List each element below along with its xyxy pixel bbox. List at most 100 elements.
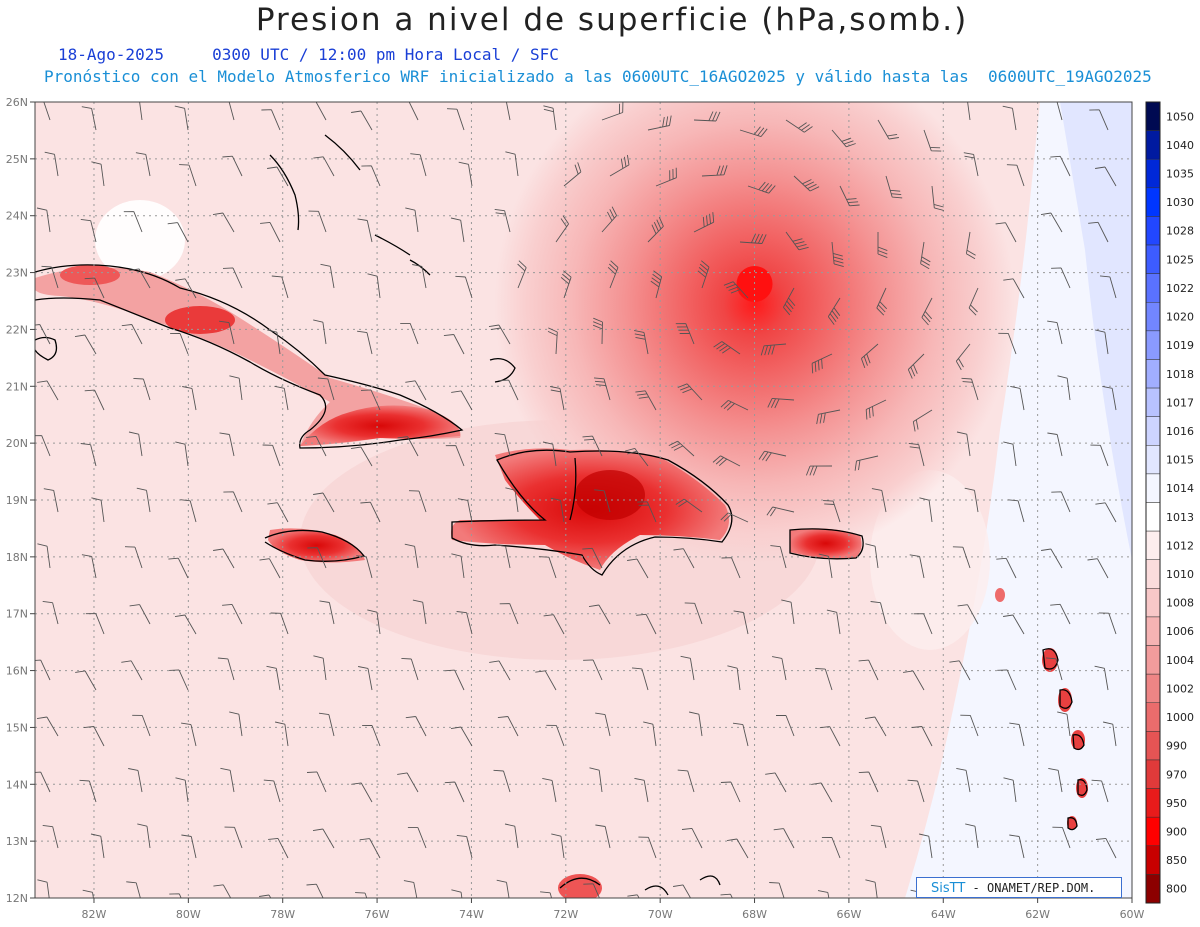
wind-barb	[594, 489, 611, 513]
lat-label: 13N	[6, 835, 28, 848]
wind-barb	[727, 665, 741, 691]
wind-barb	[827, 297, 841, 325]
wind-barb	[1095, 502, 1117, 523]
wind-barb	[267, 329, 281, 355]
wind-barb	[1052, 826, 1071, 849]
wind-barb	[560, 270, 572, 299]
wind-barb	[550, 386, 565, 411]
colorbar-label: 1013	[1166, 511, 1194, 524]
wind-barb	[909, 554, 925, 579]
wind-barb	[405, 716, 427, 737]
wind-barb	[965, 823, 979, 849]
wind-barb	[397, 436, 419, 457]
lon-label: 60W	[1120, 908, 1145, 921]
colorbar-swatch	[1145, 645, 1161, 675]
wind-barb	[403, 880, 418, 898]
colorbar-label: 1002	[1166, 682, 1194, 695]
wind-barb	[907, 779, 925, 803]
wind-barb	[320, 263, 335, 289]
wind-barb	[793, 175, 820, 192]
colorbar-swatch	[1145, 530, 1161, 560]
puerto-rico-patch	[790, 528, 862, 559]
colorbar-swatch	[1145, 673, 1161, 704]
wind-barb	[1010, 385, 1025, 411]
wind-barb	[308, 210, 327, 233]
wind-barb	[607, 260, 619, 289]
wind-barb	[267, 166, 289, 187]
wind-barb	[546, 724, 565, 747]
wind-barb	[82, 889, 94, 898]
wind-barb	[493, 769, 511, 793]
wind-barb	[1003, 777, 1017, 803]
wind-barb	[1041, 548, 1063, 569]
wind-barb	[84, 277, 105, 299]
wind-barb	[773, 828, 795, 849]
wind-barb	[995, 222, 1017, 243]
wind-barb	[132, 714, 151, 737]
wind-barb	[921, 297, 933, 326]
wind-barb	[1009, 834, 1025, 859]
colorbar-swatch	[1145, 559, 1161, 589]
wind-barb	[811, 782, 833, 803]
wind-barb	[357, 218, 373, 243]
high-pressure-field	[905, 102, 1132, 898]
wind-barb	[1006, 164, 1025, 187]
wind-barb	[1003, 278, 1025, 299]
wind-barb	[222, 267, 243, 289]
wind-barb	[583, 883, 600, 898]
wind-barb	[712, 455, 741, 467]
wind-barb	[444, 781, 465, 803]
wind-barb	[816, 409, 841, 425]
lon-label: 76W	[365, 908, 390, 921]
wind-barb	[229, 375, 243, 401]
wind-barb	[35, 659, 51, 681]
wind-barb	[263, 779, 281, 803]
colorbar-label: 950	[1166, 797, 1187, 810]
colorbar-swatch	[1145, 244, 1161, 274]
wind-barb	[222, 155, 243, 177]
lat-label: 12N	[6, 892, 28, 905]
wind-barb	[540, 891, 553, 898]
wind-barb	[505, 102, 511, 121]
wind-barb	[650, 270, 663, 299]
wind-barb	[870, 824, 887, 849]
wind-barb	[313, 319, 327, 345]
lat-label: 21N	[6, 380, 28, 393]
wind-barb	[997, 669, 1017, 691]
wind-barb	[407, 827, 427, 849]
wind-barb	[765, 772, 787, 793]
wind-barb	[1047, 320, 1063, 345]
wind-barb	[723, 281, 749, 299]
wind-barb	[91, 497, 105, 523]
wind-barb	[358, 666, 373, 691]
wind-barb	[865, 399, 887, 420]
lat-label: 14N	[6, 778, 28, 791]
colorbar-label: 1015	[1166, 454, 1194, 467]
wind-barb	[1089, 109, 1109, 131]
wind-barb	[36, 207, 51, 233]
colorbar-label: 1019	[1166, 339, 1194, 352]
colorbar-swatch	[1145, 616, 1161, 646]
lon-label: 78W	[270, 908, 295, 921]
wind-barb	[137, 823, 151, 849]
wind-barb	[860, 343, 879, 369]
wind-barb	[968, 287, 979, 316]
wind-barb	[627, 558, 649, 579]
wind-barb	[80, 218, 97, 243]
wind-barb	[446, 108, 465, 131]
wind-barb	[1051, 267, 1071, 289]
wind-barb	[213, 884, 232, 898]
wind-barb	[547, 327, 558, 355]
wind-barb	[42, 824, 59, 849]
colorbar-label: 850	[1166, 854, 1187, 867]
wind-barb	[854, 455, 879, 471]
wind-barb	[858, 771, 879, 793]
map-field	[35, 102, 1132, 898]
wind-barb	[647, 115, 672, 131]
wind-barb	[84, 389, 105, 411]
colorbar-swatch	[1145, 302, 1161, 332]
wind-barb	[871, 488, 887, 513]
wind-barb	[307, 547, 327, 569]
wind-barb	[681, 827, 703, 849]
colorbar-swatch	[1145, 816, 1161, 847]
